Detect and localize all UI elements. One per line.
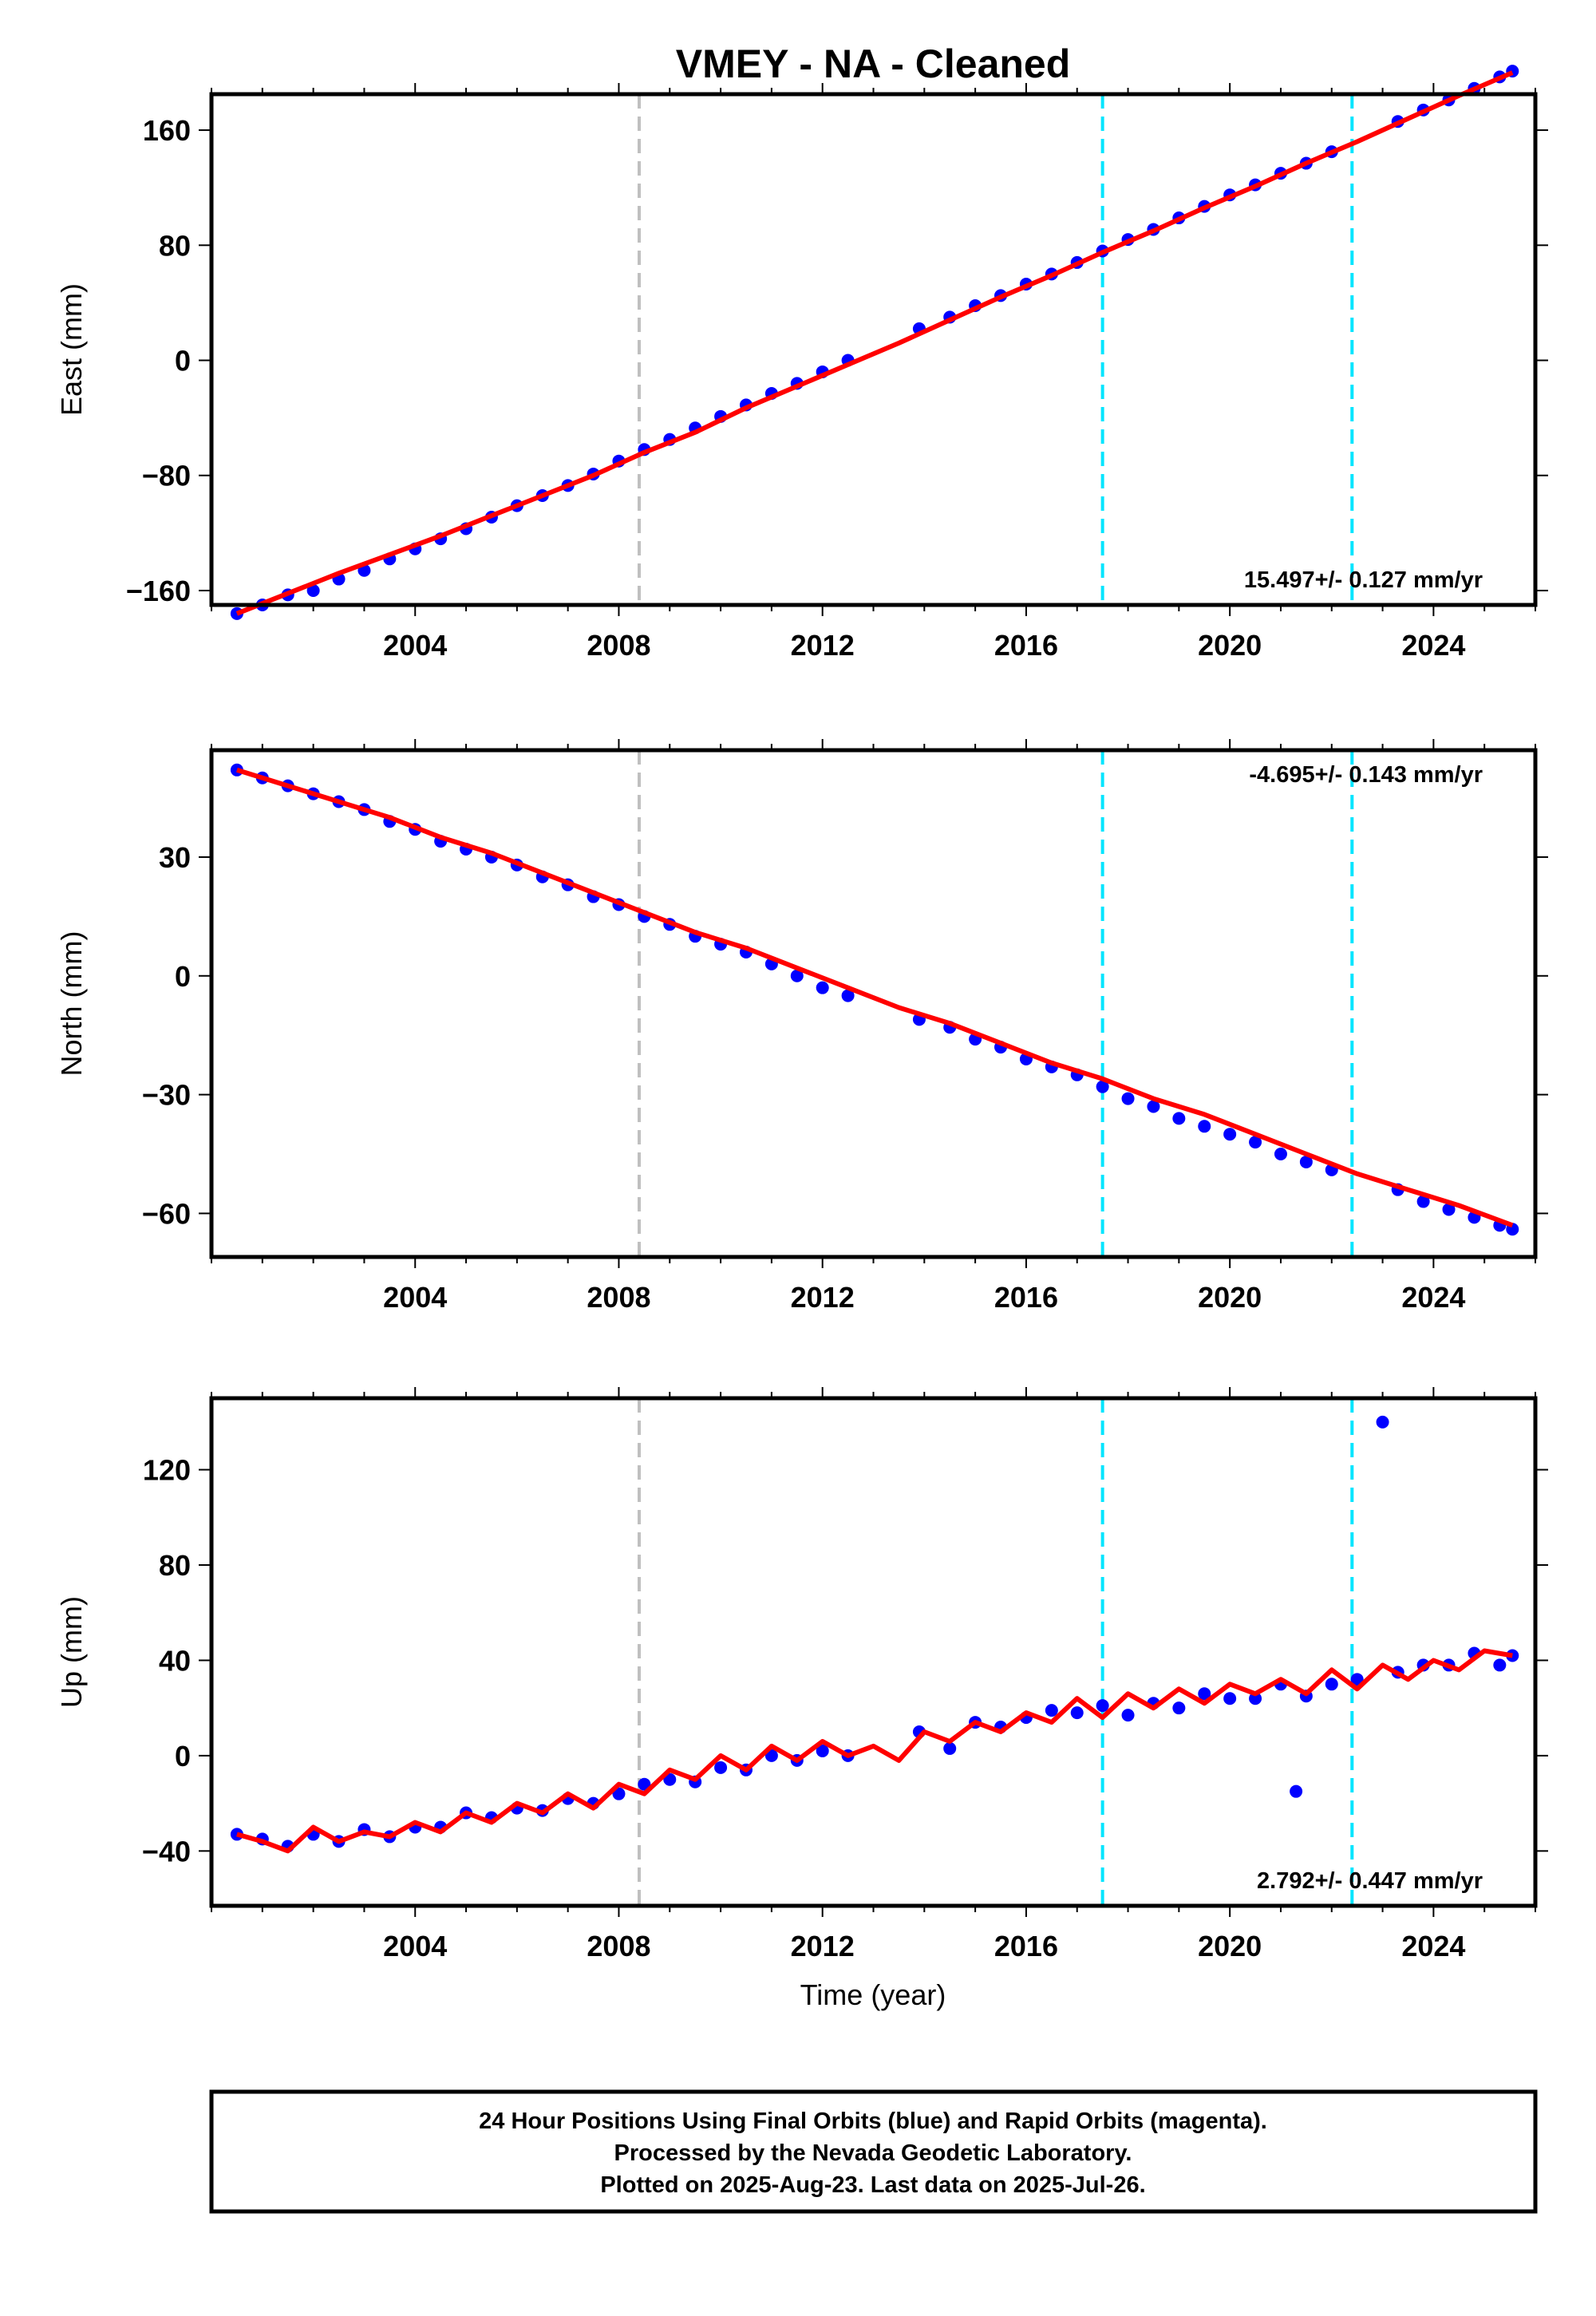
data-point <box>714 1761 728 1774</box>
y-tick-label: 0 <box>175 345 191 377</box>
data-point <box>306 583 320 597</box>
footer-line-2: Processed by the Nevada Geodetic Laborat… <box>614 2140 1132 2166</box>
y-axis-label: East (mm) <box>55 283 88 416</box>
east-panel: −160 −80 0 80 160 2004 2008 2012 2016 2020 2024 Eas… <box>55 65 1548 662</box>
data-point <box>1096 1699 1109 1713</box>
data-point <box>790 969 804 982</box>
data-point <box>1223 1128 1237 1141</box>
rate-annotation: 15.497+/- 0.127 mm/yr <box>1244 567 1483 593</box>
x-tick-label: 2024 <box>1401 629 1465 662</box>
up-panel: −40 0 40 80 120 2004 2008 2012 2016 2020 2024 Up (m… <box>55 1387 1548 1962</box>
y-tick-label: 40 <box>159 1644 191 1677</box>
north-panel: −60 −30 0 30 2004 2008 2012 2016 2020 2024 North (… <box>55 739 1548 1314</box>
data-point <box>816 1744 829 1757</box>
y-tick-label: 30 <box>159 841 191 874</box>
x-tick-label: 2020 <box>1198 1930 1262 1962</box>
data-point <box>1198 1120 1211 1133</box>
data-point <box>612 1787 626 1800</box>
x-tick-label: 2004 <box>383 1281 447 1314</box>
data-point <box>1172 1701 1186 1715</box>
data-point <box>764 1749 778 1762</box>
x-tick-label: 2012 <box>791 1281 855 1314</box>
model-line <box>235 70 1514 616</box>
data-point <box>1493 1658 1507 1672</box>
footer-line-3: Plotted on 2025-Aug-23. Last data on 202… <box>600 2172 1145 2198</box>
y-tick-label: −40 <box>142 1835 191 1867</box>
y-tick-label: 120 <box>143 1454 191 1487</box>
y-tick-label: −80 <box>142 460 191 492</box>
footer-line-1: 24 Hour Positions Using Final Orbits (bl… <box>479 2109 1267 2134</box>
data-point <box>1223 1692 1237 1705</box>
footer-frame <box>209 2089 1538 2214</box>
data-point <box>1198 1687 1211 1701</box>
data-point <box>1172 1112 1186 1125</box>
data-point <box>816 981 829 994</box>
x-tick-label: 2008 <box>587 1930 650 1962</box>
y-axis-label: Up (mm) <box>55 1596 88 1708</box>
x-tick-label: 2016 <box>994 1281 1058 1314</box>
y-tick-label: −160 <box>126 575 191 607</box>
x-tick-label: 2008 <box>587 629 650 662</box>
data-point <box>1290 1784 1303 1798</box>
x-tick-label: 2024 <box>1401 1281 1465 1314</box>
model-line <box>236 1648 1513 1854</box>
x-tick-label: 2012 <box>791 1930 855 1962</box>
footer-box: 24 Hour Positions Using Final Orbits (bl… <box>209 2089 1538 2214</box>
y-tick-label: 80 <box>159 229 191 262</box>
data-point <box>1442 1203 1456 1216</box>
x-axis-label: Time (year) <box>800 1978 946 2011</box>
x-tick-label: 2016 <box>994 629 1058 662</box>
x-tick-label: 2004 <box>383 1930 447 1962</box>
plot-frame <box>209 1396 1538 1908</box>
y-tick-label: −30 <box>142 1079 191 1112</box>
data-point <box>1350 1673 1364 1686</box>
data-point <box>1147 1100 1160 1113</box>
x-tick-label: 2020 <box>1198 629 1262 662</box>
model-line <box>236 767 1514 1228</box>
x-tick-label: 2024 <box>1401 1930 1465 1962</box>
rate-annotation: 2.792+/- 0.447 mm/yr <box>1257 1868 1483 1894</box>
plot-frame <box>209 748 1538 1259</box>
data-point <box>1096 1080 1109 1093</box>
data-point <box>1249 1692 1262 1705</box>
plot-frame <box>209 92 1538 607</box>
data-point <box>943 1741 957 1755</box>
y-tick-label: 0 <box>175 1740 191 1773</box>
x-tick-label: 2012 <box>791 629 855 662</box>
y-axis-label: North (mm) <box>55 931 88 1077</box>
data-point <box>1274 1148 1287 1161</box>
data-point <box>1070 1706 1084 1720</box>
x-tick-label: 2020 <box>1198 1281 1262 1314</box>
data-point <box>841 989 855 1002</box>
y-tick-label: 0 <box>175 960 191 993</box>
data-point <box>1325 1678 1338 1691</box>
data-point <box>1121 1709 1135 1722</box>
chart-title: VMEY - NA - Cleaned <box>676 41 1071 86</box>
x-tick-label: 2008 <box>587 1281 650 1314</box>
x-tick-label: 2016 <box>994 1930 1058 1962</box>
data-point <box>1416 1195 1430 1208</box>
data-point <box>1121 1092 1135 1105</box>
data-point <box>663 1773 677 1786</box>
data-point <box>1045 1704 1058 1717</box>
data-point <box>1249 1136 1262 1149</box>
y-tick-label: 80 <box>159 1549 191 1582</box>
x-tick-label: 2004 <box>383 629 447 662</box>
rate-annotation: -4.695+/- 0.143 mm/yr <box>1249 762 1483 788</box>
data-point <box>1376 1415 1389 1429</box>
data-point <box>638 1777 651 1791</box>
data-point <box>1299 1155 1313 1168</box>
y-tick-label: −60 <box>142 1197 191 1230</box>
y-tick-label: 160 <box>143 114 191 147</box>
